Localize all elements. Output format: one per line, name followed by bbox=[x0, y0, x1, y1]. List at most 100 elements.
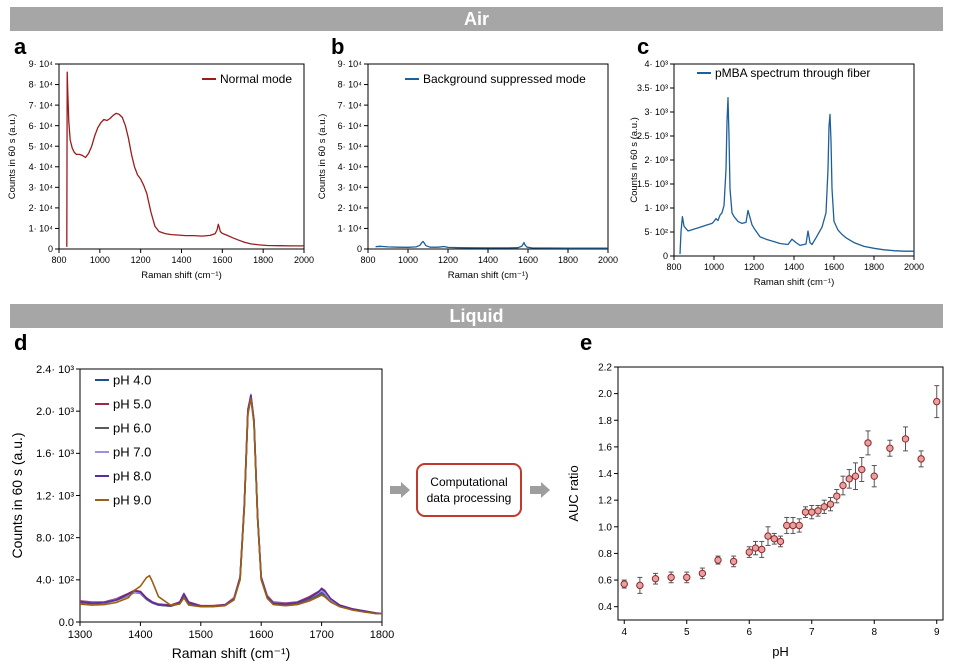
y-tick-label: 8.0· 10² bbox=[36, 533, 74, 545]
data-point bbox=[683, 573, 691, 582]
legend-ph-4-label: pH 8.0 bbox=[113, 469, 151, 484]
y-tick-label: 5· 10² bbox=[644, 227, 668, 237]
chart-pmba-fiber: 800 1000 1200 1400 1600 1800 2000 0 5· 10² 1· 10³… bbox=[629, 59, 924, 288]
computational-processing-box: Computational data processing bbox=[416, 463, 522, 517]
y-axis-label: Counts in 60 s (a.u.) bbox=[7, 114, 18, 200]
y-tick-label: 1· 10⁴ bbox=[338, 224, 363, 234]
y-tick-label: 0 bbox=[663, 251, 668, 261]
y-tick-label: 1· 10³ bbox=[644, 203, 668, 213]
y-tick-label: 2.5· 10³ bbox=[637, 131, 668, 141]
y-tick-label: 2.0 bbox=[598, 389, 612, 400]
y-tick-label: 1.6· 10³ bbox=[36, 448, 74, 460]
data-point bbox=[620, 580, 628, 588]
legend-ph-0-label: pH 4.0 bbox=[113, 373, 151, 388]
y-tick-label: 0.6 bbox=[598, 576, 612, 587]
x-axis-label: pH bbox=[772, 644, 789, 659]
data-point bbox=[826, 500, 835, 508]
data-point bbox=[808, 508, 816, 516]
data-point bbox=[833, 492, 841, 500]
x-tick-label: 1000 bbox=[704, 262, 724, 272]
air-banner: Air bbox=[10, 7, 943, 31]
x-tick-label: 1200 bbox=[131, 255, 151, 265]
x-tick-label: 1600 bbox=[518, 255, 538, 265]
legend-ph-2-label: pH 6.0 bbox=[113, 421, 151, 436]
series-line-background-suppressed bbox=[375, 240, 608, 249]
plot-frame bbox=[673, 63, 915, 257]
y-tick-label: 2.0· 10³ bbox=[36, 406, 74, 418]
data-point bbox=[751, 544, 760, 552]
y-tick-label: 5· 10⁴ bbox=[29, 141, 54, 151]
x-axis-label: Raman shift (cm⁻¹) bbox=[754, 277, 835, 288]
y-tick-label: 1· 10⁴ bbox=[29, 224, 54, 234]
series-line-ph-5 bbox=[79, 397, 382, 615]
data-point bbox=[636, 581, 644, 590]
data-point bbox=[820, 503, 828, 511]
y-tick-label: 0.0 bbox=[59, 617, 74, 629]
x-tick-label: 1000 bbox=[90, 255, 110, 265]
x-tick-label: 6 bbox=[746, 627, 752, 638]
x-tick-label: 1800 bbox=[864, 262, 884, 272]
process-box-line2: data processing bbox=[426, 491, 512, 505]
panel-letter-d: d bbox=[14, 330, 28, 355]
data-point bbox=[764, 532, 772, 540]
data-point bbox=[789, 521, 797, 530]
process-box-line1: Computational bbox=[430, 475, 508, 489]
x-tick-label: 1200 bbox=[744, 262, 764, 272]
x-tick-label: 2000 bbox=[294, 255, 314, 265]
data-point bbox=[776, 537, 785, 546]
x-tick-label: 1200 bbox=[438, 255, 458, 265]
x-tick-label: 1000 bbox=[398, 255, 418, 265]
y-tick-label: 5· 10⁴ bbox=[338, 141, 363, 151]
panel-letter-c: c bbox=[637, 34, 650, 59]
y-tick-label: 3· 10⁴ bbox=[338, 182, 363, 192]
y-tick-label: 6· 10⁴ bbox=[338, 121, 363, 131]
y-tick-label: 2.2 bbox=[598, 363, 612, 374]
x-tick-label: 1600 bbox=[824, 262, 844, 272]
legend-background-suppressed-label: Background suppressed mode bbox=[423, 72, 586, 86]
x-tick-label: 1800 bbox=[370, 629, 394, 641]
x-tick-label: 2000 bbox=[904, 262, 924, 272]
x-tick-label: 1600 bbox=[212, 255, 232, 265]
x-tick-label: 800 bbox=[666, 262, 681, 272]
data-point bbox=[858, 465, 866, 474]
x-tick-label: 9 bbox=[934, 627, 940, 638]
x-tick-label: 1300 bbox=[68, 629, 92, 641]
x-tick-label: 4 bbox=[621, 627, 627, 638]
x-tick-label: 1800 bbox=[558, 255, 578, 265]
y-tick-label: 7· 10⁴ bbox=[29, 100, 54, 110]
y-tick-label: 9· 10⁴ bbox=[29, 59, 54, 69]
series-line-normal-mode bbox=[66, 71, 304, 247]
legend-ph-1-label: pH 5.0 bbox=[113, 397, 151, 412]
x-tick-label: 7 bbox=[809, 627, 815, 638]
data-point bbox=[839, 481, 847, 490]
data-point bbox=[667, 573, 675, 582]
y-tick-label: 2· 10⁴ bbox=[338, 203, 363, 213]
x-tick-label: 5 bbox=[684, 627, 690, 638]
x-tick-label: 1500 bbox=[189, 629, 213, 641]
y-tick-label: 3· 10³ bbox=[644, 107, 668, 117]
y-axis-label: Counts in 60 s (a.u.) bbox=[9, 432, 25, 558]
data-point bbox=[851, 472, 860, 480]
y-tick-label: 1.6 bbox=[598, 442, 612, 453]
series-line-pmba bbox=[679, 96, 914, 255]
y-axis-label: Counts in 60 s (a.u.) bbox=[629, 117, 640, 203]
data-point bbox=[651, 575, 660, 583]
plot-frame bbox=[58, 63, 305, 250]
chart-ph-spectra: 1300 1400 1500 1600 1700 1800 0.0 4.0· 10² 8.0· … bbox=[9, 364, 394, 661]
y-tick-label: 0 bbox=[48, 244, 53, 254]
y-tick-label: 0.4 bbox=[598, 602, 612, 613]
x-tick-label: 1800 bbox=[253, 255, 273, 265]
data-point bbox=[886, 444, 894, 452]
y-tick-label: 4· 10⁴ bbox=[29, 162, 54, 172]
x-tick-label: 1400 bbox=[784, 262, 804, 272]
x-axis-label: Raman shift (cm⁻¹) bbox=[141, 270, 222, 281]
legend-ph-5-label: pH 9.0 bbox=[113, 493, 151, 508]
data-point bbox=[758, 545, 766, 554]
x-tick-label: 1400 bbox=[128, 629, 152, 641]
x-tick-label: 800 bbox=[51, 255, 66, 265]
x-tick-label: 1700 bbox=[309, 629, 333, 641]
plot-frame bbox=[367, 63, 609, 250]
x-tick-label: 1400 bbox=[171, 255, 191, 265]
y-tick-label: 9· 10⁴ bbox=[338, 59, 363, 69]
data-point bbox=[745, 548, 753, 556]
